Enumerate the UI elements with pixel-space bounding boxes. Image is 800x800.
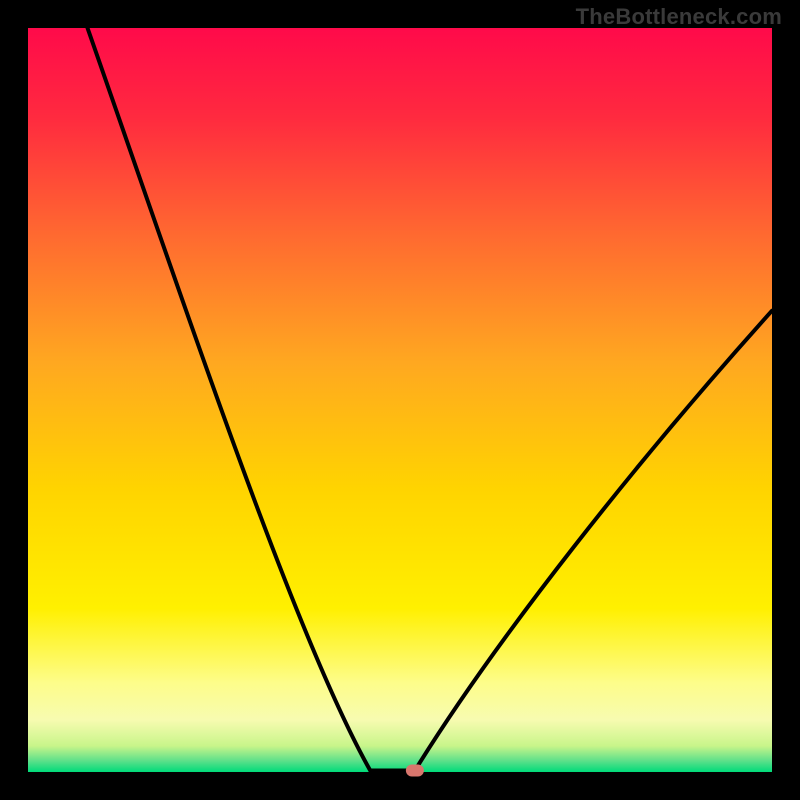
optimal-point-marker	[406, 765, 424, 777]
bottleneck-chart	[0, 0, 800, 800]
attribution-text: TheBottleneck.com	[576, 4, 782, 30]
chart-container: TheBottleneck.com	[0, 0, 800, 800]
plot-background	[28, 28, 772, 772]
